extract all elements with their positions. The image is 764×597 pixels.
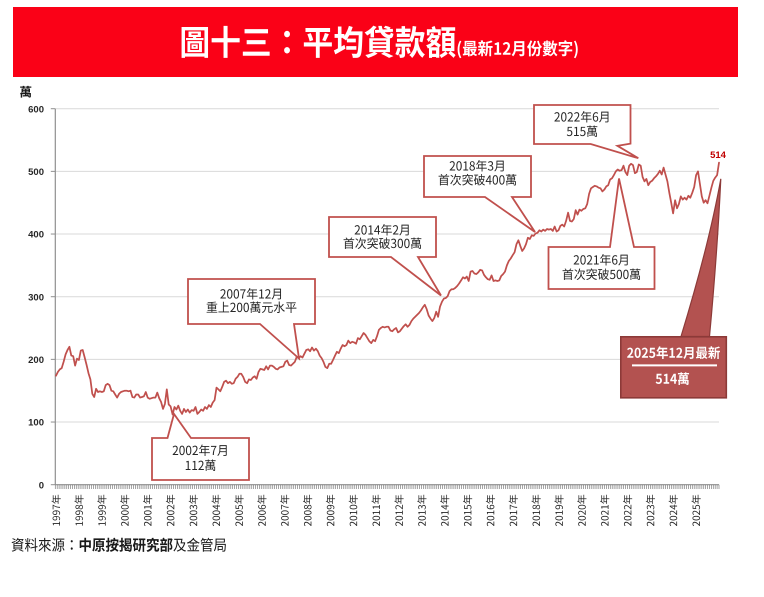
svg-text:0: 0 xyxy=(39,480,44,491)
svg-text:514: 514 xyxy=(710,150,727,161)
svg-text:600: 600 xyxy=(28,104,44,115)
svg-text:200: 200 xyxy=(28,355,44,366)
svg-text:300: 300 xyxy=(28,292,44,303)
svg-text:500: 500 xyxy=(28,167,44,178)
svg-text:400: 400 xyxy=(28,230,44,241)
svg-text:100: 100 xyxy=(28,418,44,429)
